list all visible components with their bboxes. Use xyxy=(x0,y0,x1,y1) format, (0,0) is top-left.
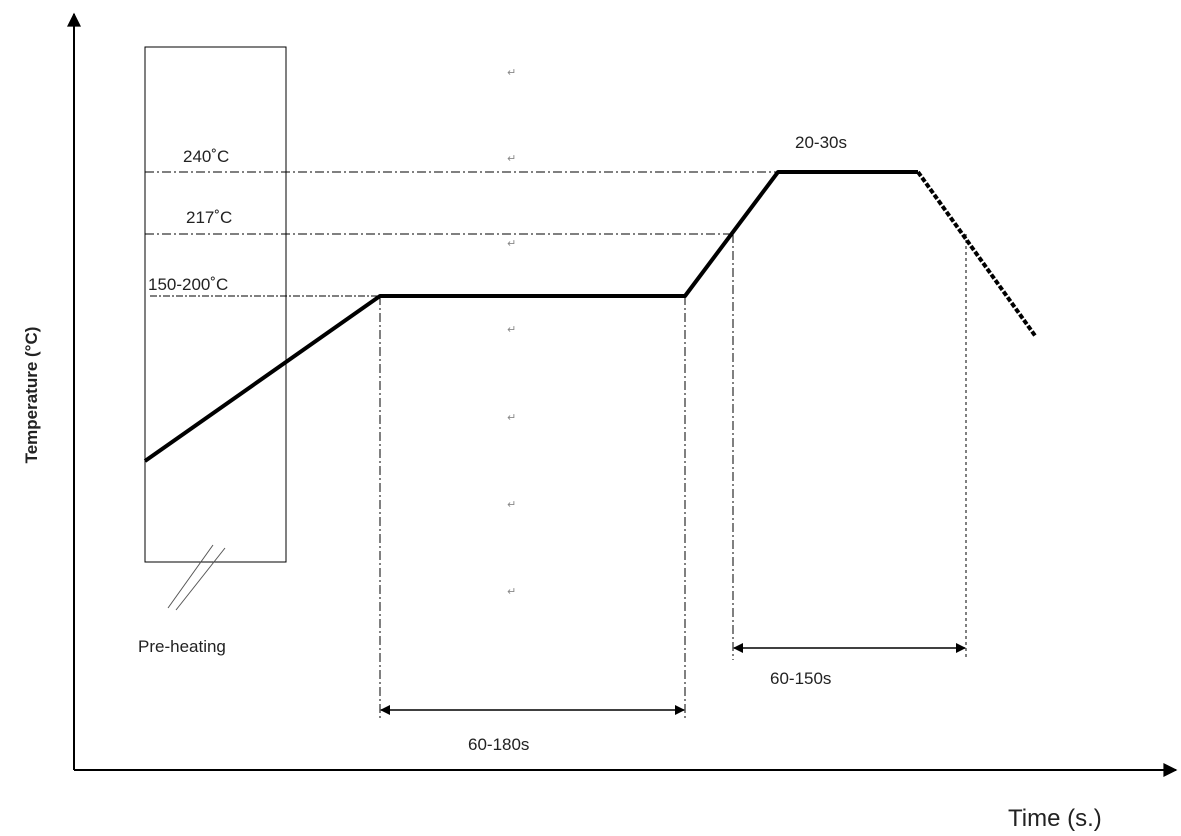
label-liquidus-time: 60-150s xyxy=(770,669,831,688)
return-mark: ↵ xyxy=(507,323,516,336)
return-mark: ↵ xyxy=(507,237,516,250)
profile-curve xyxy=(143,170,918,463)
y-axis-label: Temperature (°C) xyxy=(22,327,41,464)
return-mark: ↵ xyxy=(507,411,516,424)
cooling-curve xyxy=(916,170,1038,339)
return-mark: ↵ xyxy=(507,498,516,511)
preheat-hatch-2 xyxy=(175,547,226,611)
return-mark: ↵ xyxy=(507,152,516,165)
label-240: 240˚C xyxy=(183,147,229,166)
preheat-box xyxy=(144,46,287,563)
return-mark: ↵ xyxy=(507,585,516,598)
label-peak-time: 20-30s xyxy=(795,133,847,152)
preheat-hatch-1 xyxy=(167,544,214,609)
x-axis-label: Time (s.) xyxy=(1008,805,1102,832)
label-soak-temp: 150-200˚C xyxy=(148,275,228,294)
return-mark: ↵ xyxy=(507,66,516,79)
label-preheat: Pre-heating xyxy=(138,637,226,656)
label-soak-time: 60-180s xyxy=(468,735,529,754)
label-217: 217˚C xyxy=(186,208,232,227)
